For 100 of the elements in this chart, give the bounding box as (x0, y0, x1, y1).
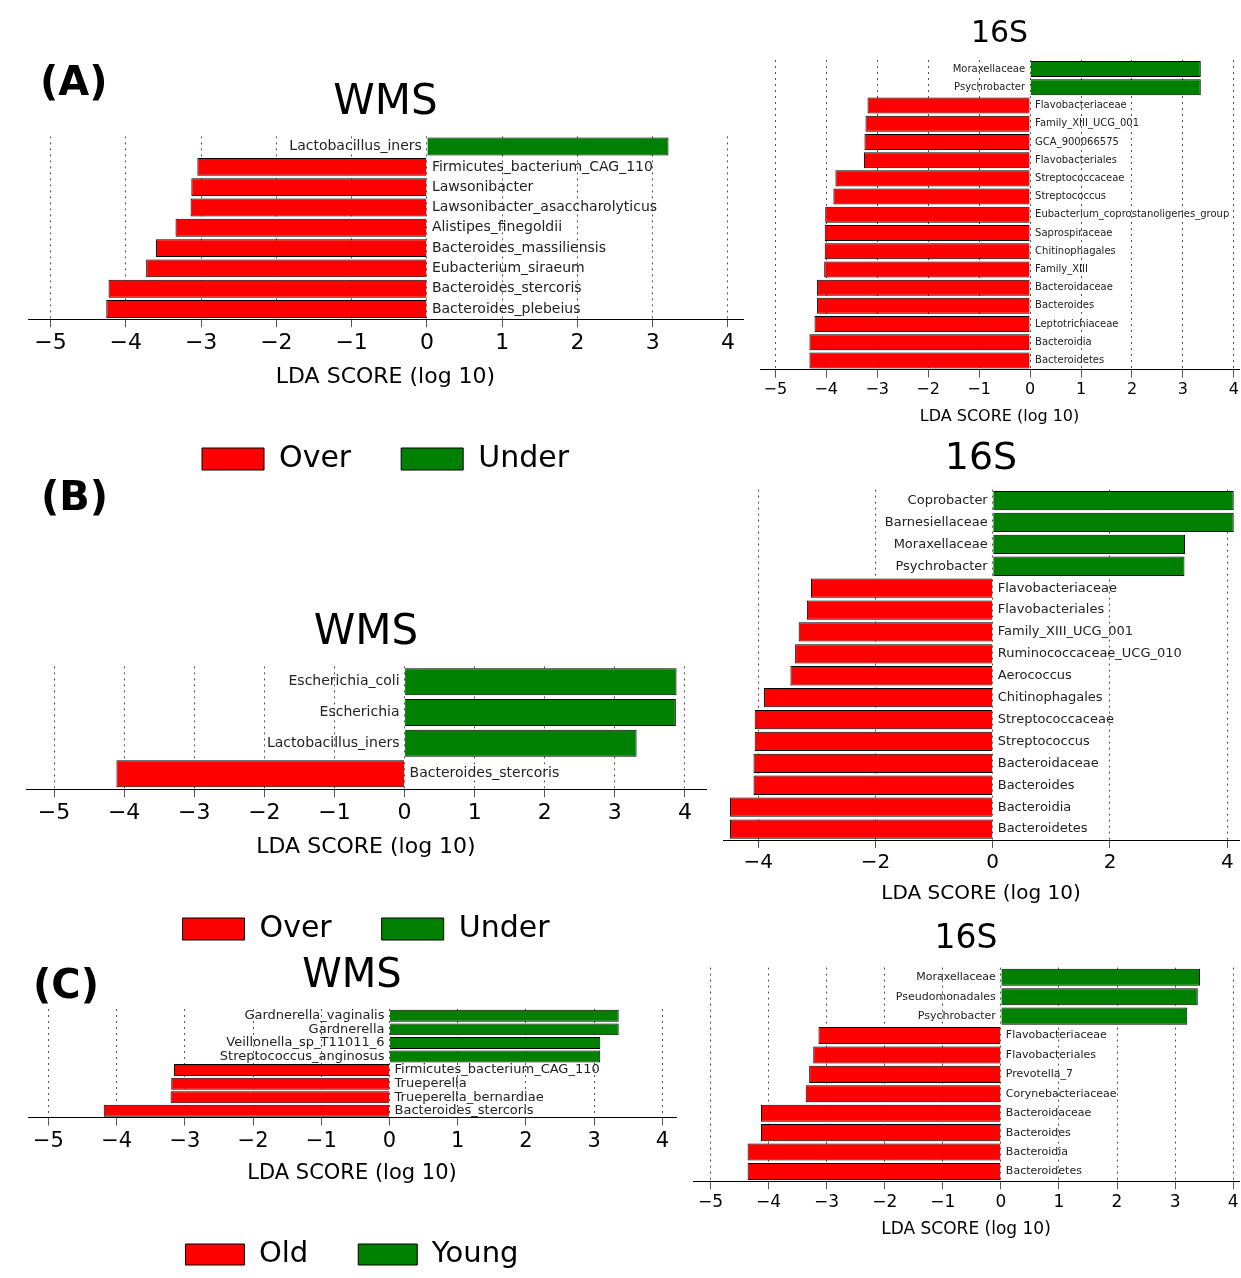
y-tick-label: Lawsonibacter (431, 177, 534, 194)
x-tick-label: 1 (451, 1127, 465, 1152)
x-tick-label: −4 (107, 799, 141, 825)
y-tick-label: Moraxellaceae (893, 535, 988, 551)
y-tick-label: Lactobacillus_iners (266, 733, 400, 750)
y-tick-label: Flavobacteriales (1035, 153, 1117, 165)
x-tick-label: −2 (860, 849, 891, 874)
y-tick-label: Trueperella_bernardiae (393, 1088, 544, 1104)
x-tick-label: 4 (1220, 849, 1234, 874)
y-tick-label: Bacteroides (997, 776, 1075, 792)
y-tick-label: Corynebacteriaceae (1005, 1086, 1117, 1100)
y-tick-label: Chitinophagales (997, 689, 1103, 705)
x-tick-label: 1 (1075, 379, 1087, 399)
y-tick-label: Pseudomonadales (895, 989, 997, 1003)
y-tick-label: Bacteroides (1005, 1125, 1072, 1139)
x-tick-label: −1 (305, 1127, 337, 1152)
x-axis-title: LDA SCORE (log 10) (881, 880, 1081, 905)
y-tick-label: Bacteroidetes (1005, 1164, 1083, 1178)
x-tick-label: −3 (814, 1190, 840, 1211)
y-tick-label: Saprospiraceae (1035, 226, 1113, 238)
y-tick-label: Veillonella_sp_T11011_6 (226, 1034, 385, 1050)
x-tick-label: −5 (37, 799, 71, 825)
chart-title: 16S (970, 13, 1029, 49)
y-tick-label: Family_XIII_UCG_001 (997, 623, 1133, 639)
x-tick-label: 1 (495, 329, 510, 355)
chart-title: WMS (333, 75, 438, 125)
y-tick-label: Psychrobacter (895, 557, 989, 573)
x-tick-label: 4 (1227, 1190, 1239, 1211)
x-tick-label: −5 (34, 329, 67, 355)
y-tick-label: Bacteroidia (1035, 335, 1092, 347)
y-tick-label: Bacteroidia (997, 798, 1072, 814)
y-tick-label: Moraxellaceae (952, 62, 1026, 74)
x-tick-label: −1 (967, 379, 991, 399)
y-tick-label: Flavobacteriaceae (997, 579, 1117, 595)
x-tick-label: 4 (1228, 379, 1239, 399)
y-tick-label: Eubacterium_coprostanoligenes_group (1035, 208, 1230, 221)
y-tick-label: Flavobacteriaceae (1005, 1028, 1107, 1042)
y-tick-label: Flavobacteriaceae (1035, 99, 1127, 111)
y-tick-label: Streptococcus (997, 732, 1091, 748)
y-tick-label: Streptococcaceae (997, 710, 1114, 726)
y-tick-label: Family_XIII_UCG_001 (1035, 117, 1140, 130)
y-tick-label: Psychrobacter (954, 80, 1026, 92)
y-tick-label: Bacteroidetes (1035, 354, 1105, 366)
y-tick-label: Bacteroidaceae (1005, 1106, 1092, 1120)
y-tick-label: Eubacterium_siraeum (431, 259, 585, 276)
x-tick-label: −5 (763, 379, 788, 399)
y-tick-label: Streptococcaceae (1035, 171, 1125, 183)
legend-label: Young (430, 1235, 519, 1270)
y-tick-label: Bacteroides_stercoris (409, 764, 560, 781)
x-axis-title: LDA SCORE (log 10) (881, 1218, 1051, 1239)
y-tick-label: Aerococcus (997, 667, 1073, 683)
x-tick-label: 2 (1126, 379, 1138, 399)
legend-label: Old (258, 1235, 309, 1270)
x-tick-label: −2 (248, 799, 281, 825)
y-tick-label: Moraxellaceae (916, 970, 997, 984)
y-tick-label: Lactobacillus_iners (289, 137, 422, 154)
x-tick-label: −4 (743, 849, 773, 874)
y-tick-label: Gardnerella_vaginalis (244, 1007, 385, 1023)
x-tick-label: −4 (101, 1127, 133, 1152)
y-tick-label: Bacteroides_plebeius (431, 299, 581, 316)
y-tick-label: Leptotrichiaceae (1035, 317, 1119, 329)
x-tick-label: −2 (872, 1190, 898, 1211)
y-tick-label: Family_XIII (1035, 263, 1088, 276)
chart-title: WMS (302, 950, 402, 997)
x-tick-label: 0 (986, 849, 1000, 874)
y-tick-label: Bacteroides_stercoris (431, 279, 582, 296)
chart-title: 16S (944, 433, 1018, 478)
x-tick-label: −2 (260, 329, 293, 355)
y-tick-label: Psychrobacter (917, 1009, 997, 1022)
y-tick-label: Firmicutes_bacterium_CAG_110 (394, 1061, 600, 1077)
x-tick-label: 0 (995, 1190, 1007, 1211)
y-tick-label: Flavobacteriales (1005, 1047, 1097, 1061)
y-tick-label: Prevotella_7 (1005, 1067, 1074, 1081)
y-tick-label: Alistipes_finegoldii (431, 218, 563, 235)
x-tick-label: −4 (109, 329, 143, 355)
x-tick-label: −5 (697, 1190, 723, 1211)
x-axis-title: LDA SCORE (log 10) (919, 405, 1080, 425)
x-tick-label: −5 (32, 1127, 64, 1152)
y-tick-label: Barnesiellaceae (884, 513, 988, 529)
text: (A) (40, 58, 108, 104)
x-tick-label: −1 (335, 329, 368, 355)
x-tick-label: 2 (570, 329, 585, 355)
x-tick-label: 3 (1169, 1190, 1181, 1211)
y-tick-label: GCA_900066575 (1035, 135, 1119, 148)
x-tick-label: 1 (467, 799, 482, 825)
legend-label: Under (458, 908, 551, 944)
y-tick-label: Bacteroidaceae (1035, 281, 1113, 293)
y-tick-label: Streptococcus (1035, 190, 1106, 202)
y-tick-label: Escherichia (319, 703, 400, 720)
y-tick-label: Firmicutes_bacterium_CAG_110 (431, 157, 653, 174)
y-tick-label: Bacteroides_stercoris (394, 1102, 534, 1118)
y-tick-label: Bacteroides_massiliensis (431, 238, 607, 255)
x-tick-label: 2 (1111, 1190, 1123, 1211)
x-axis-title: LDA SCORE (log 10) (256, 832, 476, 858)
x-tick-label: 2 (537, 799, 552, 825)
x-tick-label: −3 (184, 329, 218, 355)
x-tick-label: −3 (178, 799, 211, 825)
chart-title: WMS (313, 605, 419, 655)
y-tick-label: Bacteroidaceae (997, 754, 1099, 770)
x-tick-label: 0 (419, 329, 434, 355)
